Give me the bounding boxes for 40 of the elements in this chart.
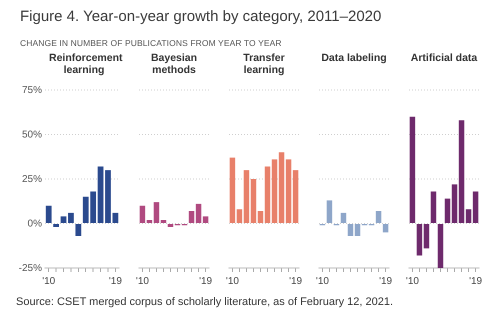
chart-title: Bayesian methods xyxy=(150,52,198,76)
bar xyxy=(354,224,360,236)
source-note: Source: CSET merged corpus of scholarly literature, as of February 12, 2021. xyxy=(16,296,394,308)
x-tick-label: '19 xyxy=(108,276,122,287)
y-tick-label: 50% xyxy=(22,129,42,140)
bar xyxy=(376,211,382,223)
bar xyxy=(264,166,270,223)
bar xyxy=(82,196,89,223)
x-tick-label: '19 xyxy=(379,276,393,287)
x-tick-label: '10 xyxy=(42,276,56,287)
bar xyxy=(168,224,174,228)
x-tick-label: '10 xyxy=(406,276,420,287)
y-tick-label: 75% xyxy=(22,84,42,96)
bar xyxy=(326,200,332,223)
bar xyxy=(382,224,388,232)
y-tick-label: 25% xyxy=(22,174,42,185)
bar xyxy=(430,191,436,223)
bar xyxy=(410,116,416,223)
text: Figure 4. Year-on-year growth by category, 2011–2020 xyxy=(20,8,382,25)
x-tick-label: '10 xyxy=(316,276,330,287)
x-tick-label: '10 xyxy=(226,276,240,287)
bar xyxy=(340,212,346,223)
bar xyxy=(444,198,450,223)
x-tick-label: '19 xyxy=(289,276,303,287)
bar xyxy=(258,211,264,223)
chart-title: Transfer learning xyxy=(242,52,286,76)
x-tick-label: '19 xyxy=(469,276,483,287)
x-tick-label: '10 xyxy=(136,276,150,287)
x-tick-label: '19 xyxy=(199,276,213,287)
y-tick-label: 0% xyxy=(28,218,42,230)
bar xyxy=(438,224,444,268)
chart-title: Data labeling xyxy=(320,52,388,64)
y-tick-label: -25% xyxy=(18,262,42,274)
chart-title: Reinforcement learning xyxy=(49,52,123,76)
bar xyxy=(75,224,82,236)
bar xyxy=(46,206,52,223)
chart-title: Artificial data xyxy=(410,52,478,64)
bar xyxy=(53,224,60,228)
text: CHANGE IN NUMBER OF PUBLICATIONS FROM YEAR TO YEAR xyxy=(20,38,282,48)
bar xyxy=(348,224,354,236)
